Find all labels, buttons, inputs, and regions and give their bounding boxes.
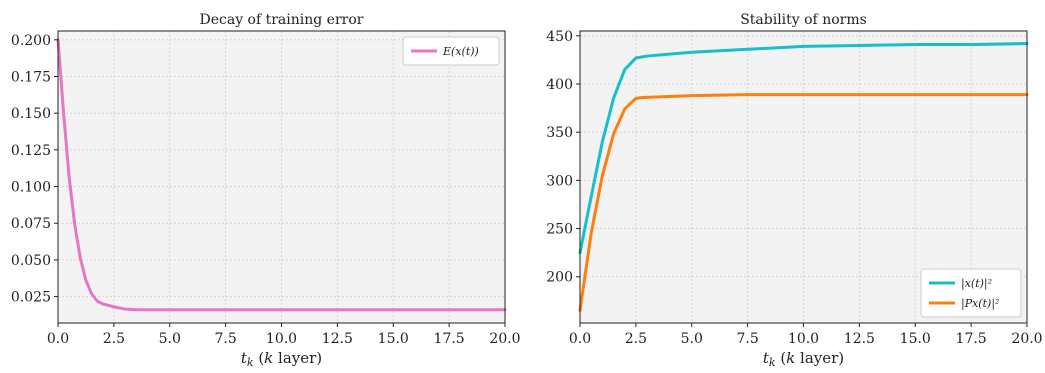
y-tick-label: 0.125 — [11, 143, 51, 159]
series-line-0 — [578, 42, 1029, 255]
x-label-open: ( — [254, 349, 265, 367]
x-tick-label: 7.5 — [214, 331, 236, 347]
chart-title: Stability of norms — [740, 12, 867, 28]
legend-box — [402, 36, 500, 66]
y-tick-label: 200 — [546, 270, 573, 286]
y-tick-label: 450 — [546, 29, 573, 45]
legend-box — [920, 268, 1022, 318]
x-tick-label: 17.5 — [434, 331, 465, 347]
y-tick-label: 350 — [546, 125, 573, 141]
x-tick-label: 2.5 — [625, 331, 647, 347]
legend-label-0: E(x(t)) — [442, 45, 479, 58]
x-label-rest: layer) — [795, 349, 844, 367]
series-line-1 — [578, 93, 1029, 312]
y-tick-label: 0.075 — [11, 216, 51, 232]
x-tick-label: 20.0 — [489, 331, 520, 347]
x-tick-label: 10.0 — [266, 331, 297, 347]
legend: E(x(t)) — [402, 36, 500, 66]
x-label-rest: layer) — [273, 349, 322, 367]
x-label-k: k — [264, 349, 273, 367]
x-label-open: ( — [776, 349, 787, 367]
x-tick-label: 12.5 — [844, 331, 875, 347]
chart-title: Decay of training error — [200, 12, 364, 28]
x-tick-label: 5.0 — [681, 331, 703, 347]
x-tick-label: 12.5 — [322, 331, 353, 347]
plot-norm-stability: 0.0 2.5 5.0 7.5 10.0 12.5 15.0 17.5 20.0 200 250 30… — [546, 12, 1042, 369]
x-label-subscript: k — [769, 356, 776, 369]
x-tick-label: 2.5 — [103, 331, 125, 347]
x-tick-label: 5.0 — [159, 331, 181, 347]
y-tick-label: 0.175 — [11, 69, 51, 85]
x-tick-label: 15.0 — [378, 331, 409, 347]
y-tick-label: 300 — [546, 173, 573, 189]
x-tick-label: 7.5 — [736, 331, 758, 347]
legend-label-1: |Px(t)|² — [961, 297, 999, 311]
y-tick-label: 250 — [546, 222, 573, 238]
y-tick-label: 400 — [546, 77, 573, 93]
x-tick-label: 0.0 — [569, 331, 591, 347]
y-tick-label: 0.100 — [11, 180, 51, 196]
x-tick-label: 0.0 — [47, 331, 69, 347]
legend-label-0: |x(t)|² — [961, 277, 992, 291]
y-tick-label: 0.025 — [11, 290, 51, 306]
y-tick-label: 0.200 — [11, 33, 51, 49]
x-axis-label: tk (k layer) — [241, 349, 322, 369]
y-tick-label: 0.150 — [11, 106, 51, 122]
x-tick-label: 17.5 — [956, 331, 987, 347]
legend: |x(t)|² |Px(t)|² — [920, 268, 1022, 318]
x-tick-label: 10.0 — [788, 331, 819, 347]
x-axis-label: tk (k layer) — [763, 349, 844, 369]
x-label-subscript: k — [247, 356, 254, 369]
plot-training-error: 0.0 2.5 5.0 7.5 10.0 12.5 15.0 17.5 20.0 0.025 0.0… — [11, 12, 521, 369]
x-label-var: t — [763, 349, 770, 367]
x-label-var: t — [241, 349, 248, 367]
series-line-0 — [56, 38, 507, 312]
x-tick-label: 20.0 — [1011, 331, 1042, 347]
y-tick-label: 0.050 — [11, 253, 51, 269]
x-tick-label: 15.0 — [900, 331, 931, 347]
x-label-k: k — [786, 349, 795, 367]
